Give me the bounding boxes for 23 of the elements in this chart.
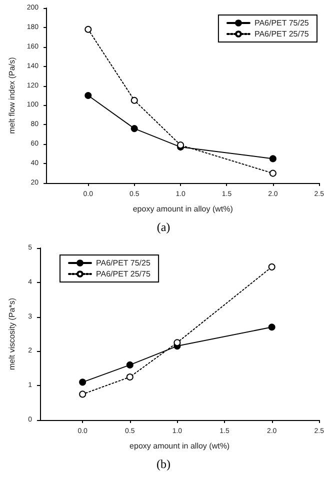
y-axis-title: melt flow index (Pa/s) [8,56,16,134]
point [268,324,276,331]
x-axis-title: epoxy amount in alloy (wt%) [130,442,230,450]
x-axis-title: epoxy amount in alloy (wt%) [132,204,234,214]
point [79,390,86,398]
point [268,263,276,270]
point [130,96,138,104]
legend-label: PA6/PET 25/75 [254,30,310,38]
legend-label: PA6/PET 75/25 [254,18,310,28]
legend-label: PA6/PET 75/25 [96,258,151,268]
y-axis-title: melt viscosity (Pa*s) [8,298,16,370]
text: (a) [156,220,170,234]
point [84,26,92,33]
point [126,374,134,380]
point [174,339,181,346]
text: (b) [156,457,170,471]
point [84,92,92,99]
point [79,378,86,386]
point [269,170,276,177]
point [269,155,276,162]
point [130,125,138,132]
legend-label: PA6/PET 25/75 [96,270,151,278]
point [126,361,134,368]
